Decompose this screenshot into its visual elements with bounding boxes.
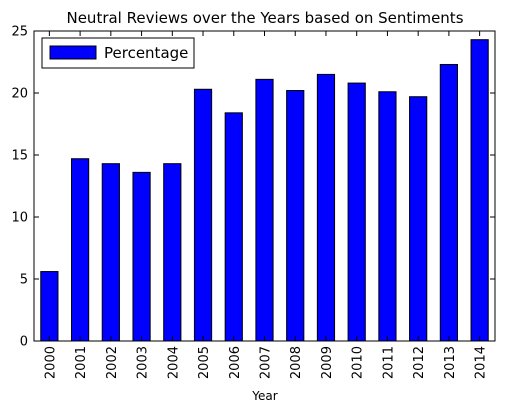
y-tick-label: 0 bbox=[20, 335, 28, 350]
y-tick-label: 25 bbox=[11, 25, 28, 40]
bar-2014 bbox=[470, 39, 489, 342]
x-tick-label: 2002 bbox=[105, 346, 120, 379]
legend-swatch bbox=[49, 45, 97, 60]
bar-2004 bbox=[163, 163, 182, 342]
x-tick-label: 2005 bbox=[197, 346, 212, 379]
bar-2010 bbox=[347, 82, 366, 342]
chart-title: Neutral Reviews over the Years based on … bbox=[66, 9, 463, 27]
x-tick-label: 2004 bbox=[166, 346, 181, 379]
bar-2006 bbox=[224, 112, 243, 342]
legend: Percentage bbox=[41, 37, 195, 69]
y-tick-label: 10 bbox=[11, 211, 28, 226]
x-tick-label: 2001 bbox=[74, 346, 89, 379]
x-tick-label: 2008 bbox=[289, 346, 304, 379]
y-tick-label: 15 bbox=[11, 149, 28, 164]
x-axis-label: Year bbox=[251, 389, 277, 403]
x-tick-label: 2011 bbox=[381, 346, 396, 379]
x-tick-label: 2006 bbox=[228, 346, 243, 379]
plot-area: 0 5 10 15 20 25 2000 2001 2002 2003 2004 2005 2006 20… bbox=[11, 25, 496, 379]
x-tick-label: 2007 bbox=[259, 346, 274, 379]
x-tick-label: 2012 bbox=[412, 346, 427, 379]
bar-2013 bbox=[439, 63, 459, 342]
bar-2012 bbox=[409, 96, 428, 342]
bar-2008 bbox=[286, 90, 305, 342]
bar-2001 bbox=[70, 158, 90, 342]
y-tick-label: 20 bbox=[11, 87, 28, 102]
bar-2003 bbox=[132, 171, 151, 342]
bar-2000 bbox=[40, 271, 59, 342]
bar-2011 bbox=[378, 91, 397, 342]
x-tick-label: 2014 bbox=[474, 346, 489, 379]
x-tick-label: 2009 bbox=[320, 346, 335, 379]
x-tick-label: 2000 bbox=[43, 346, 58, 379]
x-tick-label: 2013 bbox=[443, 346, 458, 379]
bar-2005 bbox=[193, 88, 213, 342]
x-tick-label: 2010 bbox=[351, 346, 366, 379]
bar-2009 bbox=[316, 73, 336, 342]
bar-2002 bbox=[101, 163, 120, 342]
legend-label: Percentage bbox=[104, 44, 188, 62]
y-tick-label: 5 bbox=[20, 273, 28, 288]
x-tick-label: 2003 bbox=[136, 346, 151, 379]
bar-2007 bbox=[255, 78, 274, 342]
